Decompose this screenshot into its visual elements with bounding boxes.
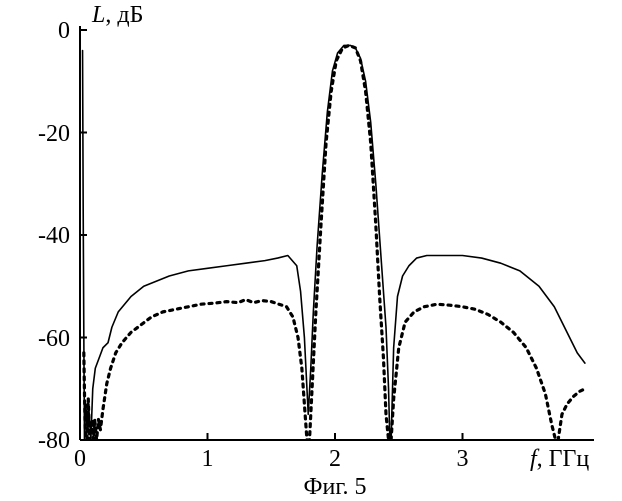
y-tick-label: -20: [38, 121, 70, 148]
x-tick-label: 3: [457, 446, 469, 473]
figure-caption: Фиг. 5: [304, 474, 367, 501]
y-axis-label: L, дБ: [92, 2, 143, 29]
y-tick-label: -60: [38, 326, 70, 353]
x-tick-label: 1: [202, 446, 214, 473]
solid-curve: [83, 45, 585, 440]
dotted-curve: [84, 45, 585, 440]
y-tick-label: 0: [58, 18, 70, 45]
x-tick-label: 0: [74, 446, 86, 473]
x-tick-label: 2: [329, 446, 341, 473]
figure-container: 0-20-40-60-800123L, дБf, ГГцФиг. 5: [0, 0, 622, 500]
x-axis-label: f, ГГц: [530, 446, 589, 473]
chart-svg: [0, 0, 622, 500]
y-tick-label: -40: [38, 223, 70, 250]
y-tick-label: -80: [38, 428, 70, 455]
